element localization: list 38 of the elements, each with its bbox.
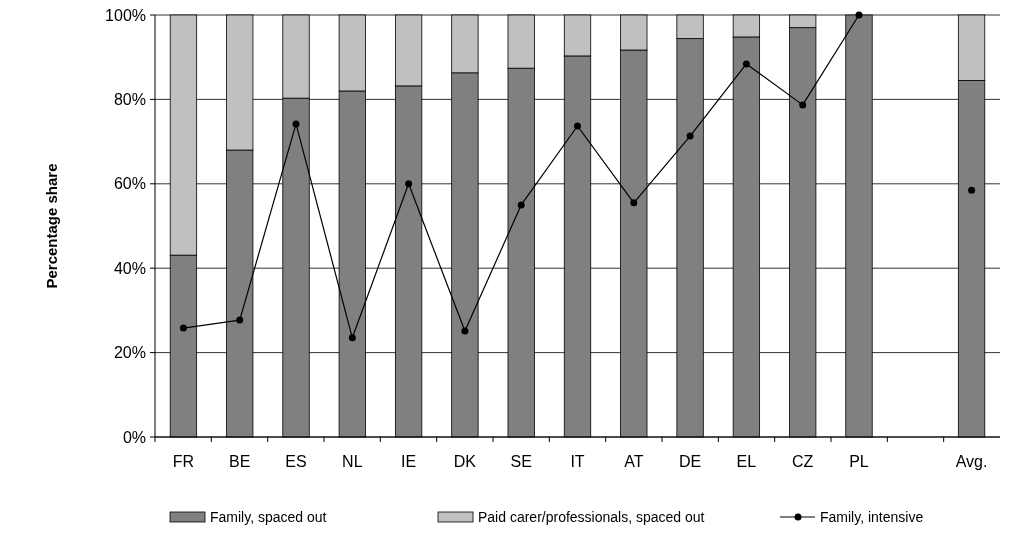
point [686, 132, 694, 140]
point [574, 122, 581, 130]
point [179, 324, 187, 332]
y-tick-label: 80% [113, 91, 146, 108]
point [855, 11, 863, 19]
x-tick-label: FR [172, 453, 195, 470]
x-tick-label: EL [736, 453, 757, 470]
y-tick-label: 100% [105, 6, 146, 24]
y-axis-title: Percentage share [43, 163, 60, 289]
point [968, 186, 976, 194]
x-tick-label: CZ [792, 453, 814, 470]
x-tick-label: ES [285, 453, 307, 470]
y-tick-label: 40% [113, 259, 146, 277]
x-tick-label: BE [229, 453, 251, 470]
point [348, 334, 356, 342]
legend-label: Family, intensive [820, 509, 924, 525]
x-tick-label: DK [453, 453, 477, 470]
point [461, 327, 469, 335]
point [405, 180, 413, 188]
point [799, 101, 807, 109]
x-tick-label: AT [624, 453, 644, 470]
legend-label: Paid carer/professionals, spaced out [478, 509, 705, 525]
point [742, 60, 750, 68]
x-tick-label: IT [570, 453, 585, 470]
point [292, 120, 300, 128]
x-tick-label: NL [342, 453, 363, 470]
point [630, 199, 638, 207]
point [236, 316, 244, 324]
legend-label: Family, spaced out [210, 509, 327, 525]
x-tick-label: SE [510, 453, 532, 470]
x-tick-label: Avg. [955, 453, 988, 470]
y-tick-label: 60% [113, 175, 146, 193]
x-tick-label: PL [849, 453, 869, 470]
y-tick-label: 0% [122, 428, 146, 446]
y-tick-label: 20% [113, 344, 146, 362]
point [517, 201, 525, 209]
x-tick-label: DE [678, 453, 702, 470]
x-tick-label: IE [401, 453, 417, 470]
